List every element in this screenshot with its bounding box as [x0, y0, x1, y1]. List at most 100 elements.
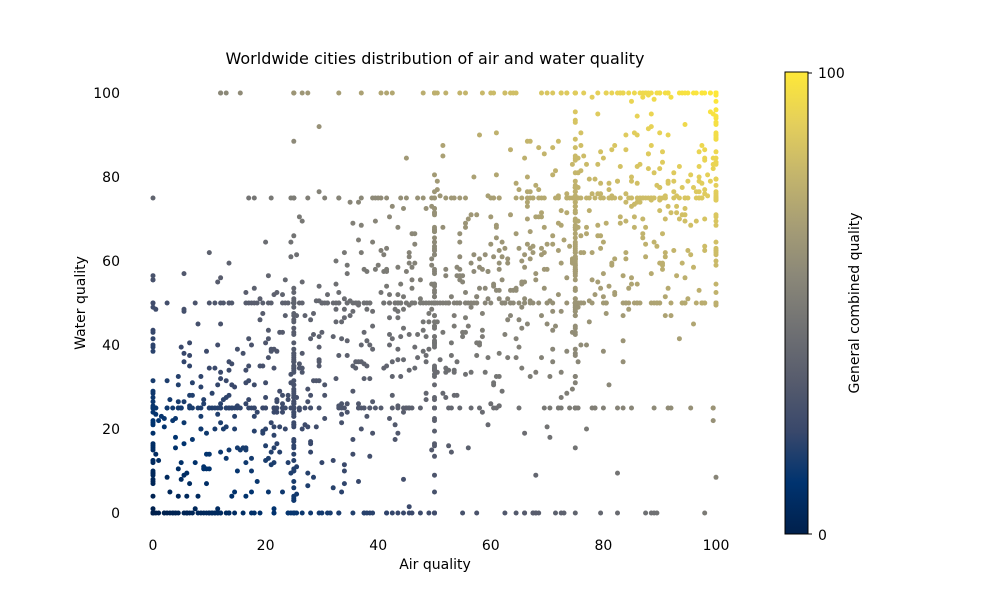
- colorbar-gradient: [784, 71, 809, 535]
- scatter-point: [322, 382, 328, 388]
- scatter-point: [544, 90, 550, 96]
- scatter-point: [603, 90, 609, 96]
- scatter-point: [482, 300, 488, 306]
- scatter-point: [161, 424, 167, 430]
- scatter-point: [291, 485, 297, 491]
- scatter-point: [277, 388, 283, 394]
- scatter-point: [564, 390, 570, 396]
- scatter-point: [572, 199, 578, 205]
- scatter-point: [150, 418, 156, 424]
- scatter-point: [299, 279, 305, 285]
- scatter-point: [592, 292, 598, 298]
- scatter-point: [423, 353, 429, 358]
- scatter-point: [339, 420, 345, 426]
- scatter-point: [384, 90, 390, 96]
- scatter-point: [415, 195, 421, 201]
- scatter-point: [595, 161, 601, 167]
- scatter-point: [387, 300, 392, 306]
- scatter-point: [474, 294, 480, 300]
- scatter-point: [448, 353, 454, 358]
- scatter-point: [572, 380, 578, 386]
- scatter-point: [291, 340, 297, 346]
- scatter-point: [226, 405, 232, 411]
- scatter-point: [204, 430, 209, 436]
- scatter-point: [564, 210, 570, 216]
- scatter-point: [319, 510, 325, 516]
- scatter-point: [209, 390, 215, 396]
- scatter-point: [713, 281, 719, 287]
- scatter-point: [384, 510, 390, 516]
- scatter-point: [420, 348, 426, 354]
- scatter-point: [713, 113, 719, 119]
- scatter-point: [705, 172, 711, 178]
- scatter-point: [527, 229, 533, 235]
- scatter-point: [637, 90, 643, 96]
- scatter-point: [474, 353, 480, 358]
- scatter-point: [280, 409, 285, 415]
- scatter-point: [446, 443, 452, 449]
- scatter-point: [586, 208, 592, 214]
- scatter-point: [173, 510, 178, 516]
- scatter-point: [384, 195, 390, 201]
- scatter-point: [178, 460, 184, 466]
- scatter-point: [251, 285, 257, 291]
- scatter-point: [432, 210, 437, 216]
- scatter-point: [243, 367, 249, 373]
- scatter-point: [291, 346, 297, 352]
- scatter-point: [623, 300, 629, 306]
- scatter-point: [603, 311, 609, 316]
- scatter-point: [620, 359, 626, 365]
- scatter-point: [336, 195, 342, 201]
- scatter-point: [572, 157, 578, 163]
- scatter-point: [572, 510, 578, 516]
- scatter-point: [682, 212, 688, 218]
- scatter-point: [192, 460, 198, 466]
- scatter-point: [606, 382, 612, 388]
- scatter-point: [336, 353, 342, 358]
- scatter-point: [584, 161, 589, 167]
- scatter-point: [420, 327, 426, 333]
- scatter-point: [637, 300, 643, 306]
- scatter-point: [457, 231, 463, 237]
- scatter-point: [541, 224, 547, 230]
- scatter-point: [401, 357, 406, 363]
- scatter-point: [451, 392, 457, 398]
- scatter-point: [367, 342, 373, 348]
- scatter-point: [187, 481, 193, 487]
- scatter-point: [432, 195, 437, 201]
- scatter-point: [370, 239, 376, 245]
- scatter-point: [598, 233, 604, 239]
- scatter-point: [384, 245, 390, 251]
- scatter-point: [665, 132, 671, 138]
- scatter-point: [555, 292, 561, 298]
- scatter-point: [463, 90, 468, 96]
- scatter-point: [378, 290, 384, 295]
- scatter-point: [584, 224, 589, 230]
- scatter-point: [322, 195, 328, 201]
- scatter-point: [181, 306, 187, 312]
- scatter-point: [257, 510, 263, 516]
- scatter-point: [341, 296, 347, 302]
- scatter-point: [471, 174, 477, 180]
- scatter-point: [150, 430, 156, 436]
- scatter-point: [319, 460, 325, 466]
- scatter-point: [350, 510, 356, 516]
- scatter-point: [344, 409, 350, 415]
- scatter-point: [679, 185, 685, 190]
- scatter-point: [361, 300, 367, 306]
- scatter-point: [671, 170, 677, 176]
- scatter-point: [522, 430, 528, 436]
- scatter-point: [451, 195, 457, 201]
- scatter-point: [493, 130, 499, 136]
- scatter-point: [682, 206, 688, 211]
- scatter-point: [311, 332, 316, 337]
- scatter-point: [468, 405, 474, 411]
- scatter-point: [358, 250, 364, 256]
- scatter-point: [316, 363, 322, 369]
- scatter-point: [333, 281, 339, 287]
- scatter-point: [584, 195, 589, 201]
- scatter-point: [232, 489, 238, 495]
- scatter-point: [589, 300, 595, 306]
- scatter-point: [533, 277, 539, 283]
- scatter-point: [578, 342, 584, 348]
